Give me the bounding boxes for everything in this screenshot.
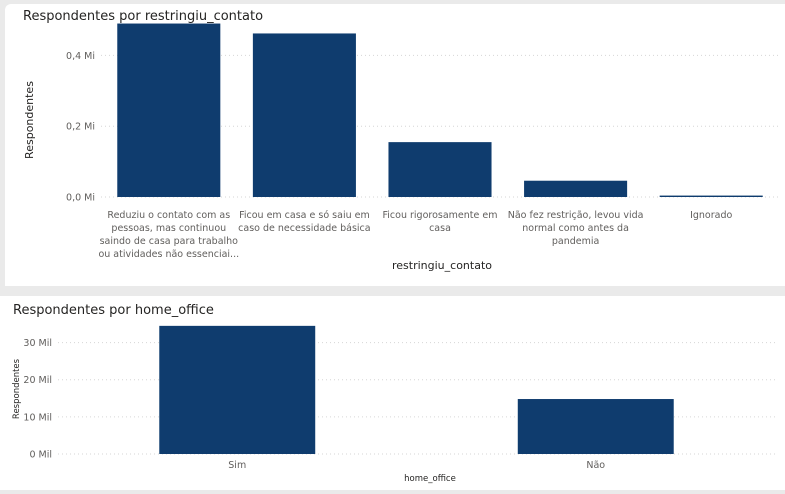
bar	[252, 33, 356, 198]
x-category-label: ou atividades não essenciai...	[98, 249, 239, 260]
x-axis-title: restringiu_contato	[392, 259, 492, 272]
y-axis-title: Respondentes	[12, 358, 22, 419]
bar	[517, 399, 674, 454]
y-tick-label: 0 Mil	[29, 450, 52, 461]
x-category-label: Não fez restrição, levou vida	[508, 210, 644, 221]
bar	[524, 180, 628, 197]
y-tick-label: 20 Mil	[23, 375, 52, 386]
x-axis-title: home_office	[404, 474, 456, 484]
bar-chart-restringiu-contato[interactable]: 0,0 Mi 0,2 Mi 0,4 Mi Reduziu o contato com …	[5, 4, 785, 286]
chart-restringiu-contato[interactable]: Respondentes por restringiu_contato 0,0 …	[5, 4, 785, 286]
y-tick-label: 0,4 Mi	[66, 51, 95, 62]
x-category-label: Ignorado	[690, 210, 732, 221]
x-category-label: normal como antes da	[522, 223, 629, 234]
bar	[659, 195, 763, 197]
chart-title: Respondentes por home_office	[13, 303, 214, 318]
y-tick-label: 0,0 Mi	[66, 193, 95, 204]
x-category-label: Sim	[228, 460, 246, 471]
y-axis-title: Respondentes	[23, 81, 36, 159]
x-category-label: Ficou em casa e só saiu em	[239, 210, 370, 221]
x-category-label: casa	[429, 223, 451, 234]
y-tick-label: 30 Mil	[23, 338, 52, 349]
x-category-label: caso de necessidade básica	[238, 223, 370, 234]
x-category-label: saindo de casa para trabalho	[100, 236, 239, 247]
y-tick-label: 10 Mil	[23, 412, 52, 423]
x-category-label: pessoas, mas continuou	[111, 223, 226, 234]
bar	[117, 23, 221, 198]
chart-title: Respondentes por restringiu_contato	[23, 9, 264, 24]
x-category-label: pandemia	[552, 236, 599, 247]
bar	[388, 142, 492, 197]
y-tick-label: 0,2 Mi	[66, 122, 95, 133]
x-category-label: Ficou rigorosamente em	[383, 210, 498, 221]
x-category-label: Não	[586, 460, 605, 471]
chart-home-office[interactable]: Respondentes por home_office 0 Mil 10 Mil…	[0, 296, 785, 490]
bar	[159, 325, 316, 454]
x-category-label: Reduziu o contato com as	[107, 210, 230, 221]
bar-chart-home-office[interactable]: 0 Mil 10 Mil 20 Mil 30 Mil Sim Não home_office…	[0, 296, 785, 490]
